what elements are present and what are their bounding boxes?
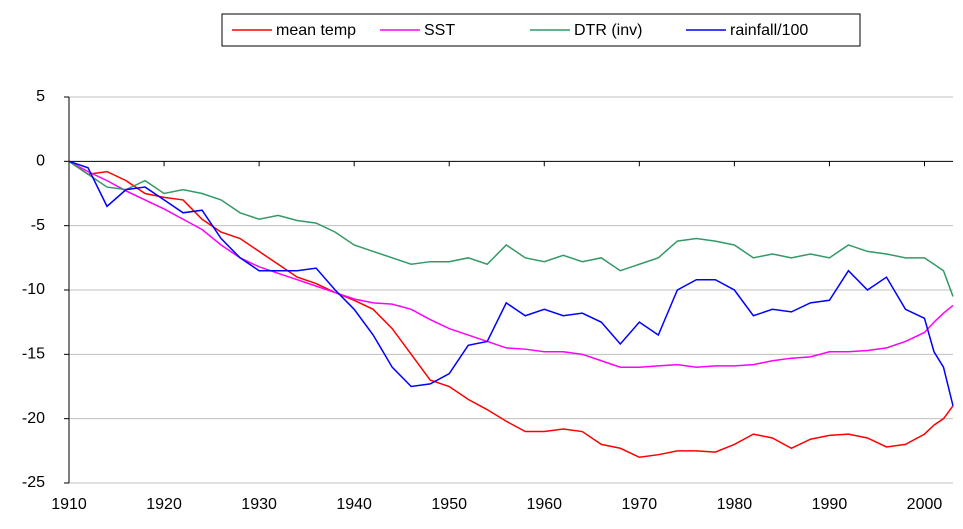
x-tick-label: 1970 xyxy=(622,496,658,513)
x-tick-label: 1910 xyxy=(51,496,87,513)
series-line xyxy=(68,160,954,368)
x-tick-label: 1920 xyxy=(146,496,182,513)
y-tick-label: -15 xyxy=(22,346,45,363)
series-line xyxy=(68,160,954,459)
x-tick-label: 1980 xyxy=(717,496,753,513)
y-tick-label: -25 xyxy=(22,474,45,491)
x-tick-label: 1990 xyxy=(812,496,848,513)
y-tick-label: -10 xyxy=(22,281,45,298)
legend-label: mean temp xyxy=(276,22,356,39)
y-tick-label: -20 xyxy=(22,410,45,427)
x-tick-label: 1930 xyxy=(241,496,277,513)
x-tick-label: 1960 xyxy=(526,496,562,513)
x-tick-label: 1950 xyxy=(431,496,467,513)
legend-label: SST xyxy=(424,22,455,39)
legend-label: rainfall/100 xyxy=(730,22,808,39)
legend-label: DTR (inv) xyxy=(574,22,642,39)
x-tick-label: 2000 xyxy=(907,496,943,513)
y-tick-label: 0 xyxy=(36,153,45,170)
x-tick-label: 1940 xyxy=(336,496,372,513)
series-line xyxy=(68,160,954,406)
y-tick-label: 5 xyxy=(36,88,45,105)
y-tick-label: -5 xyxy=(31,217,45,234)
series-line xyxy=(68,160,954,297)
